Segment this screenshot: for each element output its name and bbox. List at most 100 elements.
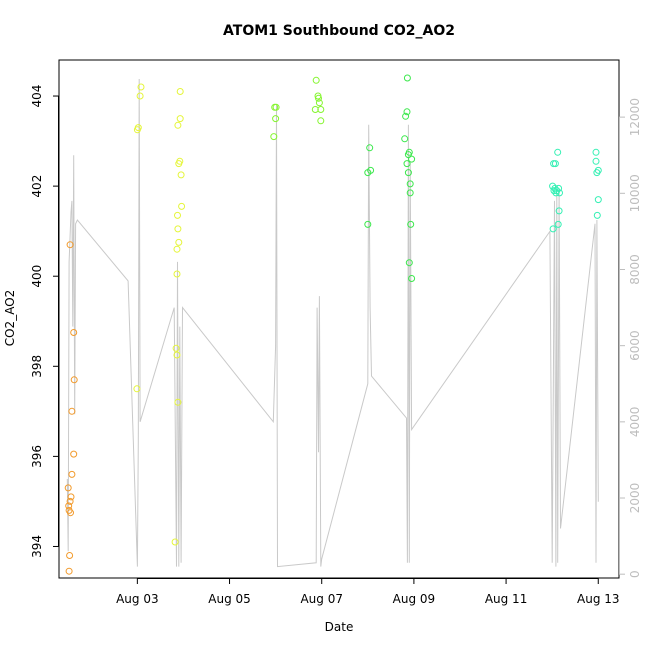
data-point <box>555 184 563 192</box>
data-point <box>364 220 372 228</box>
point-series-group <box>64 74 602 575</box>
x-tick-label: Aug 13 <box>577 592 620 606</box>
data-point <box>315 99 323 107</box>
data-point <box>594 166 602 174</box>
y-tick-label: 404 <box>30 85 44 108</box>
x-tick-label: Aug 09 <box>393 592 436 606</box>
data-point <box>68 470 76 478</box>
y-tick-label: 396 <box>30 445 44 468</box>
right-y-axis: 0 2000 4000 6000 8000 10000 12000 <box>619 98 642 578</box>
plot-frame <box>58 59 620 579</box>
data-point <box>171 538 179 546</box>
data-point <box>403 160 411 168</box>
data-point <box>66 241 74 249</box>
data-point <box>366 144 374 152</box>
data-point <box>405 259 413 267</box>
data-point <box>549 225 557 233</box>
data-point <box>592 157 600 165</box>
point-series-4 <box>549 148 602 233</box>
y-tick-label: 400 <box>30 265 44 288</box>
right-y-tick-label: 4000 <box>628 407 642 438</box>
y-tick-label: 398 <box>30 355 44 378</box>
right-y-tick-label: 2000 <box>628 483 642 514</box>
data-point <box>554 148 562 156</box>
data-point <box>272 103 280 111</box>
data-point <box>403 108 411 116</box>
data-point <box>403 74 411 82</box>
data-point <box>549 182 557 190</box>
data-point <box>317 106 325 113</box>
data-point <box>317 117 325 125</box>
data-point <box>407 220 415 228</box>
data-point <box>173 351 181 359</box>
data-point <box>404 169 412 177</box>
data-point <box>551 160 559 168</box>
data-point <box>406 189 414 197</box>
right-y-tick-label: 12000 <box>628 98 642 136</box>
data-point <box>65 502 73 510</box>
data-point <box>177 171 185 179</box>
data-point <box>70 450 78 458</box>
x-tick-label: Aug 03 <box>116 592 159 606</box>
data-point <box>178 202 186 210</box>
data-point <box>174 211 181 219</box>
data-point <box>67 509 74 517</box>
data-point <box>67 493 75 501</box>
data-point <box>408 155 416 163</box>
data-point <box>556 189 563 197</box>
data-point <box>65 567 73 575</box>
data-point <box>551 184 559 192</box>
data-point <box>66 497 74 505</box>
data-point <box>66 552 74 559</box>
data-point <box>272 115 280 123</box>
y-axis: 394 396 398 400 402 404 <box>30 85 59 558</box>
data-point <box>136 92 144 100</box>
data-point <box>174 121 182 129</box>
right-y-tick-label: 10000 <box>628 174 642 212</box>
data-point <box>176 88 184 95</box>
data-point <box>173 245 181 253</box>
secondary-line-series <box>66 78 599 568</box>
right-y-tick-label: 6000 <box>628 330 642 361</box>
point-series-3 <box>364 74 416 282</box>
x-axis: Aug 03 Aug 05 Aug 07 Aug 09 Aug 11 Aug 13 <box>116 578 620 606</box>
point-series-2 <box>270 76 325 141</box>
data-point <box>405 148 413 156</box>
data-point <box>133 385 141 393</box>
data-point <box>315 94 322 102</box>
point-series-0 <box>64 241 78 575</box>
data-point <box>270 133 278 141</box>
x-tick-label: Aug 05 <box>208 592 251 606</box>
data-point <box>175 238 183 246</box>
data-point <box>554 220 562 228</box>
data-point <box>176 157 184 165</box>
data-point <box>367 166 375 174</box>
right-y-tick-label: 8000 <box>628 254 642 285</box>
data-point <box>70 329 78 336</box>
chart-title: ATOM1 Southbound CO2_AO2 <box>223 23 455 39</box>
data-point <box>408 275 416 282</box>
x-tick-label: Aug 07 <box>300 592 343 606</box>
y-tick-label: 394 <box>30 535 44 558</box>
data-point <box>64 484 72 492</box>
data-point <box>312 76 320 84</box>
data-point <box>173 270 181 278</box>
data-point <box>174 398 182 406</box>
data-point <box>555 207 563 215</box>
y-tick-label: 402 <box>30 175 44 198</box>
data-point <box>594 196 602 204</box>
point-series-1 <box>133 83 186 546</box>
data-point <box>174 225 182 233</box>
data-point <box>401 135 409 143</box>
data-point <box>593 211 601 219</box>
data-point <box>137 83 145 91</box>
data-point <box>176 115 184 123</box>
data-point <box>68 407 76 415</box>
right-y-tick-label: 0 <box>628 570 642 578</box>
x-axis-label: Date <box>325 620 354 634</box>
x-tick-label: Aug 11 <box>485 592 528 606</box>
data-point <box>172 344 180 352</box>
y-axis-label: CO2_AO2 <box>3 290 17 347</box>
secondary-series-line <box>66 78 599 568</box>
